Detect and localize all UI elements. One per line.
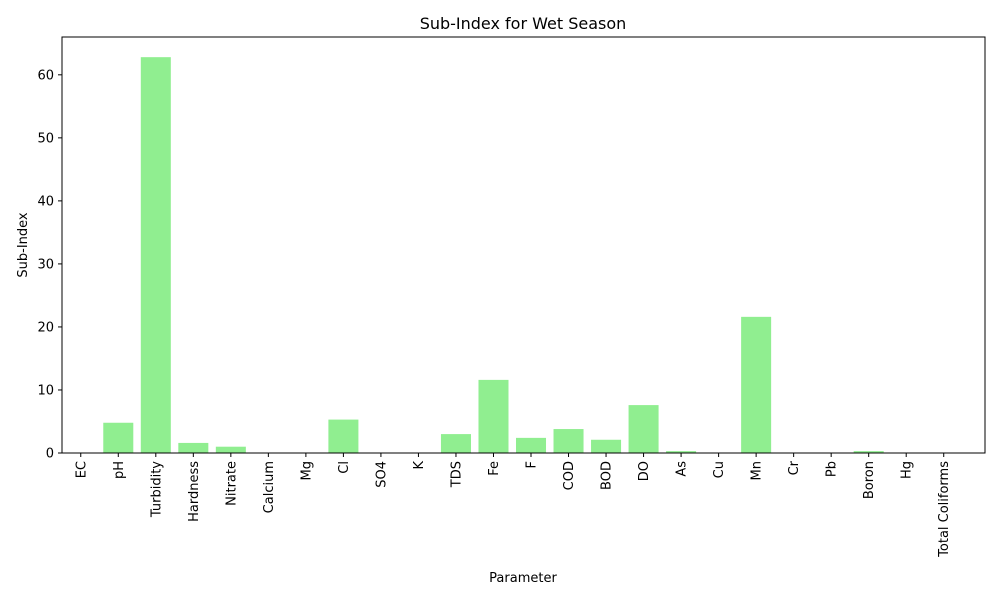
- bar-fe: [478, 379, 509, 453]
- x-tick-label: Hg: [900, 461, 915, 479]
- x-axis: EC pH Turbidity Hardness Nitrate Calcium Mg Cl S…: [74, 453, 952, 558]
- x-tick-label: K: [412, 461, 427, 470]
- x-tick-label: As: [675, 461, 690, 477]
- bar-nitrate: [215, 446, 246, 453]
- bar-bod: [591, 439, 622, 453]
- chart-title: Sub-Index for Wet Season: [420, 14, 627, 33]
- y-axis-label: Sub-Index: [16, 212, 31, 278]
- x-tick-label: pH: [112, 461, 127, 479]
- x-tick-label: Calcium: [262, 461, 277, 513]
- bar-boron: [853, 451, 884, 453]
- bar-cl: [328, 419, 359, 453]
- x-tick-label: BOD: [600, 461, 615, 490]
- x-tick-label: Mn: [750, 461, 765, 480]
- x-tick-label: Nitrate: [224, 461, 239, 506]
- x-tick-label: TDS: [449, 461, 464, 488]
- bar-hardness: [178, 442, 209, 453]
- x-tick-label: Cu: [712, 461, 727, 478]
- plot-frame: [61, 36, 986, 454]
- y-tick-label: 60: [37, 68, 54, 83]
- x-axis-label: Parameter: [489, 571, 557, 586]
- bars-group: [103, 57, 884, 454]
- x-tick-label: Pb: [825, 461, 840, 477]
- x-tick-label: Boron: [862, 461, 877, 499]
- x-tick-label: Fe: [487, 461, 502, 476]
- x-tick-label: DO: [637, 461, 652, 481]
- bar-mn: [741, 316, 772, 453]
- x-tick-label: COD: [562, 461, 577, 490]
- bar-turbidity: [140, 57, 171, 454]
- bar-tds: [440, 434, 471, 453]
- bar-f: [516, 437, 547, 453]
- y-tick-label: 0: [46, 447, 54, 462]
- x-tick-label: F: [525, 461, 540, 468]
- bar-as: [666, 451, 697, 453]
- y-tick-label: 10: [37, 383, 54, 398]
- bar-do: [628, 405, 659, 453]
- bar-cod: [553, 429, 584, 453]
- y-tick-label: 40: [37, 194, 54, 209]
- y-tick-label: 50: [37, 131, 54, 146]
- y-tick-label: 20: [37, 320, 54, 335]
- x-tick-label: EC: [74, 461, 89, 478]
- x-tick-label: Turbidity: [149, 461, 164, 518]
- x-tick-label: Cr: [787, 460, 802, 475]
- bar-ph: [103, 422, 134, 453]
- y-axis: 0 10 20 30 40 50 60: [37, 68, 62, 462]
- y-tick-label: 30: [37, 257, 54, 272]
- x-tick-label: Mg: [299, 461, 314, 480]
- x-tick-label: SO4: [374, 461, 389, 488]
- x-tick-label: Cl: [337, 461, 352, 474]
- x-tick-label: Total Coliforms: [937, 461, 952, 558]
- x-tick-label: Hardness: [187, 461, 202, 522]
